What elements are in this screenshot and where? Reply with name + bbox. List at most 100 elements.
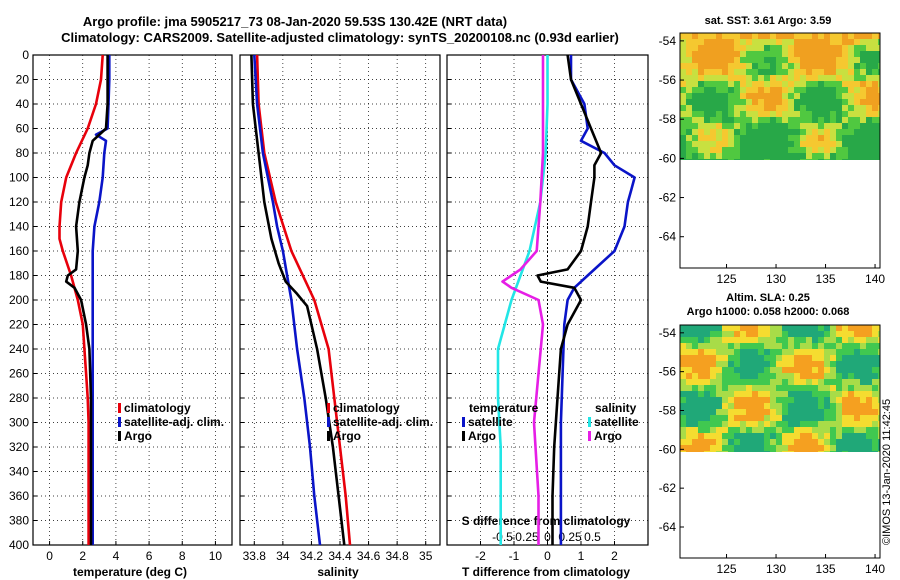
map-sst-frame (679, 32, 881, 269)
salinity-legend-argo-swatch (327, 431, 330, 441)
difference-legend-salinity-argo-swatch (588, 431, 591, 441)
difference-temperature-argo-line (536, 54, 603, 545)
figure-title-line2: Climatology: CARS2009. Satellite-adjuste… (61, 30, 619, 45)
depth-tick-label: 120 (9, 195, 29, 209)
difference-legend-temperature-argo: Argo (468, 429, 496, 443)
sla-map-title1: Altim. SLA: 0.25 (726, 292, 810, 304)
temperature-satellite-line (91, 55, 111, 545)
depth-tick-label: 360 (9, 489, 29, 503)
salinity-xtick-label: 34 (276, 549, 290, 563)
map-sla-lon-label: 135 (816, 562, 836, 576)
temperature-legend-satellite: satellite-adj. clim. (124, 415, 224, 429)
salinity-axis-label: salinity (317, 565, 359, 579)
difference-axis-label: T difference from climatology (462, 565, 630, 579)
salinity-legend-satellite: satellite-adj. clim. (333, 415, 433, 429)
depth-tick-label: 160 (9, 244, 29, 258)
difference-legend-salinity-title: salinity (595, 401, 637, 415)
depth-tick-label: 80 (16, 146, 30, 160)
map-sst-lon-label: 135 (816, 272, 836, 286)
salinity-xtick-label: 33.8 (243, 549, 267, 563)
map-sla-lon-label: 125 (717, 562, 737, 576)
temperature-legend-climatology-swatch (118, 403, 121, 413)
map-sst-lon-label: 130 (766, 272, 786, 286)
salinity-xtick-label: 34.4 (328, 549, 352, 563)
temperature-xtick-label: 6 (146, 549, 153, 563)
temperature-legend-climatology: climatology (124, 401, 191, 415)
temperature-frame (32, 54, 233, 546)
salinity-legend-satellite-swatch (327, 417, 330, 427)
depth-tick-label: 40 (16, 97, 30, 111)
depth-tick-label: 20 (16, 73, 30, 87)
temperature-panel: 0 2 4 6 8 10020406080100120140160180200220240… (9, 48, 233, 579)
depth-tick-label: 180 (9, 269, 29, 283)
temperature-xtick-label: 10 (209, 549, 223, 563)
salinity-difference-tick-label: -0.5 (492, 530, 513, 544)
difference-salinity-satellite-line (496, 55, 549, 545)
salinity-argo-line (250, 54, 346, 546)
depth-tick-label: 200 (9, 293, 29, 307)
temperature-xtick-label: 2 (79, 549, 86, 563)
difference-xtick-label: -2 (475, 549, 486, 563)
difference-legend-salinity-argo: Argo (594, 429, 622, 443)
difference-xtick-label: 1 (578, 549, 585, 563)
salinity-difference-tick-label: 0.25 (558, 530, 582, 544)
salinity-difference-tick-label: 0.5 (584, 530, 601, 544)
depth-tick-label: 100 (9, 171, 29, 185)
temperature-plot-area (33, 55, 232, 545)
map-sla-raster (680, 325, 880, 452)
depth-tick-label: 260 (9, 367, 29, 381)
temperature-legend-satellite-swatch (118, 417, 121, 427)
difference-xtick-label: 0 (544, 549, 551, 563)
map-sst-lon-label: 125 (717, 272, 737, 286)
temperature-xtick-label: 8 (179, 549, 186, 563)
map-sla-lat-label: -54 (659, 326, 677, 340)
map-sla-frame (679, 324, 881, 559)
salinity-satellite-line (253, 54, 322, 546)
map-sla-lon-label: 140 (865, 562, 885, 576)
salinity-legend-climatology-swatch (327, 403, 330, 413)
map-sst-lat-label: -60 (659, 151, 677, 165)
depth-tick-label: 340 (9, 465, 29, 479)
salinity-climatology-line (255, 54, 352, 546)
depth-tick-label: 60 (16, 122, 30, 136)
depth-tick-label: 240 (9, 342, 29, 356)
map-sst-lat-label: -58 (659, 112, 677, 126)
depth-tick-label: 400 (9, 538, 29, 552)
temperature-xtick-label: 4 (113, 549, 120, 563)
difference-legend-temperature-argo-swatch (462, 431, 465, 441)
temperature-xtick-label: 0 (46, 549, 53, 563)
difference-legend-temperature-title: temperature (469, 401, 539, 415)
depth-tick-label: 280 (9, 391, 29, 405)
depth-tick-label: 0 (22, 48, 29, 62)
difference-legend-temperature-satellite: satellite (468, 415, 513, 429)
map-sst-lat-label: -62 (659, 191, 677, 205)
map-sla-lat-label: -60 (659, 442, 677, 456)
temperature-legend-argo-swatch (118, 431, 121, 441)
sst-map-title: sat. SST: 3.61 Argo: 3.59 (705, 15, 832, 27)
salinity-legend-climatology: climatology (333, 401, 400, 415)
depth-tick-label: 320 (9, 440, 29, 454)
map-sla-lat-label: -58 (659, 403, 677, 417)
temperature-legend-argo: Argo (124, 429, 152, 443)
map-sst-raster (680, 33, 880, 160)
difference-legend-salinity-satellite: satellite (594, 415, 639, 429)
map-sla-lat-label: -64 (659, 520, 677, 534)
temperature-axis-label: temperature (deg C) (73, 565, 187, 579)
difference-salinity-argo-line (501, 55, 545, 545)
depth-tick-label: 300 (9, 416, 29, 430)
salinity-xtick-label: 34.6 (357, 549, 381, 563)
temperature-argo-line (64, 55, 109, 545)
salinity-xtick-label: 35 (419, 549, 433, 563)
sla-map-panel: Altim. SLA: 0.25 Argo h1000: 0.058 h2000… (659, 292, 886, 576)
sst-map-panel: sat. SST: 3.61 Argo: 3.59 -54 -56 -58 -60 -6… (659, 15, 886, 286)
difference-xtick-label: 2 (611, 549, 618, 563)
difference-legend-salinity-satellite-swatch (588, 417, 591, 427)
sla-map-title2: Argo h1000: 0.058 h2000: 0.068 (687, 306, 850, 318)
salinity-difference-tick-label: 0 (544, 530, 551, 544)
salinity-difference-tick-label: -0.25 (511, 530, 539, 544)
difference-xtick-label: -1 (509, 549, 520, 563)
salinity-panel: 33.8 34 34.2 34.4 34.6 34.8 35 salinity climatol… (239, 54, 441, 579)
map-sst-lat-label: -56 (659, 73, 677, 87)
difference-temperature-satellite-line (559, 55, 636, 545)
